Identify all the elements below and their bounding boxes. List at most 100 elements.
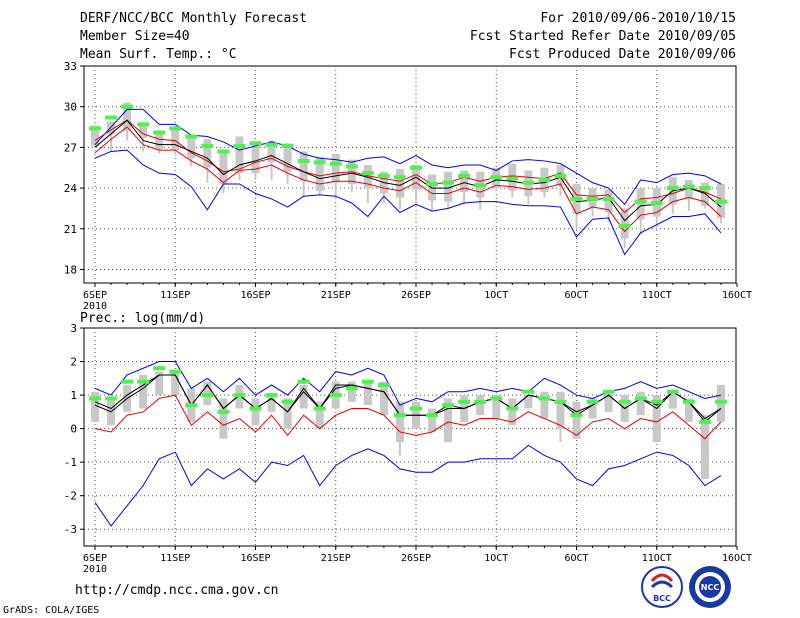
observed-marker (329, 161, 342, 166)
box-bar (395, 169, 404, 198)
observed-marker (586, 399, 599, 404)
grads-credit: GrADS: COLA/IGES (3, 605, 100, 616)
box-bar (299, 385, 308, 409)
y-tick-label: 30 (64, 101, 77, 114)
box-bar (219, 398, 228, 439)
box-bar (492, 395, 501, 419)
y-tick-label: 33 (64, 60, 77, 73)
observed-marker (634, 396, 647, 401)
observed-marker (361, 171, 374, 176)
box-bar (556, 391, 565, 429)
x-tick-label: 1OCT (484, 290, 508, 301)
box-bar (636, 391, 645, 416)
box-bar (668, 391, 677, 409)
y-tick-label: 2 (70, 356, 77, 369)
box-bar (331, 154, 340, 183)
y-tick-label: 27 (64, 141, 77, 154)
bcc-logo-text: BCC (653, 594, 671, 603)
observed-marker (602, 196, 615, 201)
x-tick-label: 1OCT (484, 553, 508, 564)
box-bar (219, 151, 228, 184)
box-bar (379, 381, 388, 416)
box-bar (684, 398, 693, 422)
box-bar (299, 151, 308, 182)
box-bar (684, 179, 693, 199)
box-bar (91, 391, 99, 422)
observed-marker (474, 399, 487, 404)
observed-marker (345, 386, 358, 391)
chart-title: DERF/NCC/BCC Monthly Forecast (80, 11, 307, 26)
observed-marker (201, 393, 214, 398)
series-line-min (94, 149, 722, 256)
observed-marker (185, 403, 198, 408)
x-year-label: 2010 (83, 301, 107, 312)
box-bar (139, 374, 148, 409)
chart-panel-1: 18 21 24 27 30 33 6SEP 11SEP 16SEP 21SEP 26SEP 1OCT… (64, 60, 752, 312)
member-size: Member Size=40 (80, 29, 190, 44)
box-bar (604, 189, 613, 213)
observed-marker (490, 175, 503, 180)
observed-marker (666, 186, 679, 191)
observed-marker (377, 173, 390, 178)
box-bar (171, 371, 180, 396)
series-line-mean (94, 119, 722, 222)
box-bar (251, 398, 260, 426)
observed-marker (393, 413, 406, 418)
x-tick-label: 11SEP (160, 290, 190, 301)
observed-marker (217, 409, 230, 414)
observed-marker (89, 396, 101, 401)
x-tick-label: 16SEP (240, 553, 270, 564)
y-tick-label: -3 (64, 523, 77, 536)
observed-marker (137, 379, 150, 384)
box-bar (315, 401, 324, 429)
observed-marker (650, 399, 663, 404)
observed-marker (714, 399, 727, 404)
series-line-lower (94, 126, 722, 233)
observed-marker (89, 126, 101, 131)
x-tick-label: 6OCT (564, 553, 588, 564)
series-line-lower (94, 394, 722, 440)
observed-marker (137, 122, 150, 127)
observed-marker (249, 406, 262, 411)
footer-url[interactable]: http://cmdp.ncc.cma.gov.cn (75, 583, 279, 598)
box-bar (139, 125, 148, 138)
observed-marker (618, 399, 631, 404)
series-line-max (94, 108, 722, 206)
observed-marker (618, 224, 631, 229)
box-bar (588, 398, 597, 419)
observed-marker (714, 199, 727, 204)
box-bar (235, 136, 244, 174)
box-bar (155, 131, 164, 149)
y-tick-label: 0 (70, 423, 77, 436)
box-bar (636, 188, 645, 220)
observed-marker (426, 181, 439, 186)
observed-marker (554, 399, 567, 404)
series-line-mean (94, 374, 722, 423)
observed-marker (570, 196, 583, 201)
observed-marker (377, 383, 390, 388)
observed-marker (153, 130, 166, 135)
box-bar (620, 208, 629, 239)
observed-marker (281, 399, 294, 404)
series-line-min (94, 444, 722, 527)
observed-marker (265, 142, 278, 147)
precip-label: Prec.: log(mm/d) (80, 311, 206, 326)
observed-marker (538, 177, 551, 182)
box-bar (524, 395, 533, 409)
observed-marker (634, 199, 647, 204)
box-bar (251, 143, 260, 174)
box-bar (283, 398, 292, 429)
observed-marker (490, 396, 503, 401)
y-tick-label: 1 (70, 389, 77, 402)
observed-marker (233, 393, 246, 398)
variable-label: Mean Surf. Temp.: °C (80, 47, 237, 62)
box-bar (508, 398, 517, 426)
box-bar (347, 381, 356, 402)
box-bar (652, 395, 661, 443)
observed-marker (570, 413, 583, 418)
observed-marker (185, 134, 198, 139)
observed-marker (650, 200, 663, 205)
y-tick-label: 18 (64, 263, 77, 276)
x-year-label: 2010 (83, 564, 107, 575)
x-tick-label: 6SEP (83, 553, 107, 564)
